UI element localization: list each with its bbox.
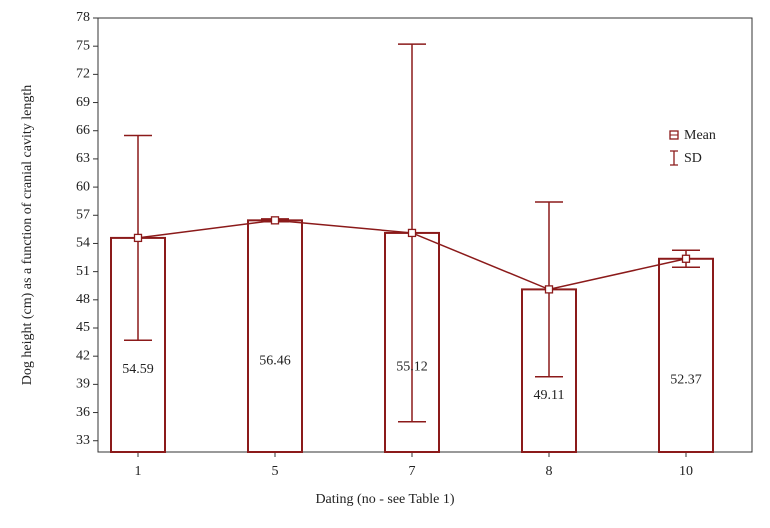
x-axis-label: Dating (no - see Table 1) bbox=[315, 492, 454, 507]
value-label: 55.12 bbox=[396, 360, 428, 375]
y-tick-label: 60 bbox=[76, 179, 90, 194]
legend-marker bbox=[670, 150, 678, 166]
y-tick-label: 33 bbox=[76, 433, 90, 448]
y-tick-label: 57 bbox=[76, 207, 90, 222]
mean-marker bbox=[407, 228, 417, 238]
bar bbox=[658, 257, 714, 453]
x-tick-label: 10 bbox=[679, 464, 693, 479]
legend-label: SD bbox=[684, 151, 702, 166]
legend-label: Mean bbox=[684, 128, 716, 143]
y-tick-label: 48 bbox=[76, 292, 90, 307]
value-label: 56.46 bbox=[259, 353, 291, 368]
y-tick-label: 63 bbox=[76, 151, 90, 166]
mean-marker bbox=[270, 216, 280, 225]
y-tick-label: 72 bbox=[76, 67, 90, 82]
x-tick-label: 1 bbox=[135, 464, 142, 479]
y-tick-label: 45 bbox=[76, 320, 90, 335]
y-tick-label: 78 bbox=[76, 10, 90, 25]
bar bbox=[247, 219, 303, 453]
y-tick-label: 75 bbox=[76, 38, 90, 53]
y-tick-label: 39 bbox=[76, 377, 90, 392]
value-label: 49.11 bbox=[534, 388, 565, 403]
y-tick-label: 69 bbox=[76, 95, 90, 110]
y-tick-label: 66 bbox=[76, 123, 90, 138]
value-label: 52.37 bbox=[670, 373, 702, 388]
value-label: 54.59 bbox=[122, 362, 154, 377]
y-tick-label: 54 bbox=[76, 236, 90, 251]
mean-marker bbox=[681, 254, 691, 263]
y-tick-label: 36 bbox=[76, 405, 90, 420]
mean-marker bbox=[133, 233, 143, 243]
x-tick-label: 8 bbox=[546, 464, 553, 479]
y-tick-label: 42 bbox=[76, 348, 90, 363]
mean-marker bbox=[544, 285, 554, 294]
x-tick-label: 7 bbox=[409, 464, 416, 479]
y-axis-label: Dog height (cm) as a function of cranial… bbox=[20, 85, 35, 386]
y-tick-label: 51 bbox=[76, 264, 90, 279]
x-tick-label: 5 bbox=[272, 464, 279, 479]
